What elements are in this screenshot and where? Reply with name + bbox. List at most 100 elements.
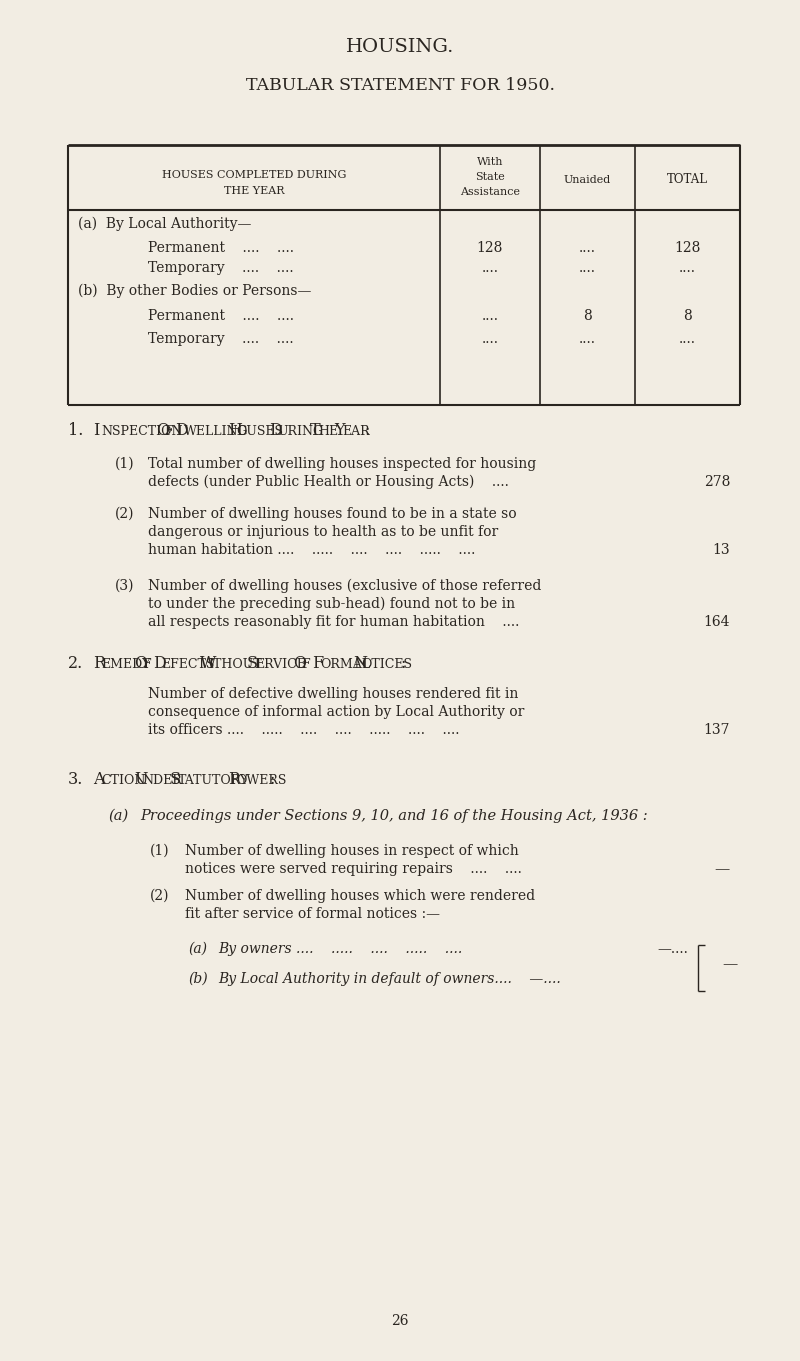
Text: Number of dwelling houses in respect of which: Number of dwelling houses in respect of … [185,844,518,857]
Text: T: T [310,422,321,440]
Text: D: D [153,655,166,672]
Text: 137: 137 [703,723,730,738]
Text: (b): (b) [188,972,208,985]
Text: Proceedings under Sections 9, 10, and 16 of the Housing Act, 1936 :: Proceedings under Sections 9, 10, and 16… [140,808,648,823]
Text: —: — [722,957,738,970]
Text: F: F [302,657,310,671]
Text: Unaided: Unaided [563,176,610,185]
Text: F: F [165,425,174,438]
Text: (3): (3) [115,578,134,593]
Text: OUSES: OUSES [236,425,283,438]
Text: ....: .... [482,261,498,275]
Text: WELLING: WELLING [184,425,248,438]
Text: ....: .... [482,309,498,323]
Text: fit after service of formal notices :—: fit after service of formal notices :— [185,906,440,921]
Text: (a): (a) [188,942,207,955]
Text: F: F [142,657,151,671]
Text: URING: URING [277,425,323,438]
Text: ITHOUT: ITHOUT [208,657,262,671]
Text: O: O [294,655,306,672]
Text: HE: HE [318,425,338,438]
Text: D: D [175,422,188,440]
Text: 13: 13 [712,543,730,557]
Text: —....: —.... [657,942,688,955]
Text: consequence of informal action by Local Authority or: consequence of informal action by Local … [148,705,524,719]
Text: Temporary    ....    ....: Temporary .... .... [148,261,294,275]
Text: 1.: 1. [68,422,83,440]
Text: U: U [134,770,148,788]
Text: THE YEAR: THE YEAR [224,186,284,196]
Text: OWERS: OWERS [236,774,286,787]
Text: W: W [200,655,216,672]
Text: EMEDY: EMEDY [102,657,150,671]
Text: Assistance: Assistance [460,186,520,197]
Text: 3.: 3. [68,770,83,788]
Text: 2.: 2. [68,655,83,672]
Text: Number of defective dwelling houses rendered fit in: Number of defective dwelling houses rend… [148,687,518,701]
Text: to under the preceding sub-head) found not to be in: to under the preceding sub-head) found n… [148,596,515,611]
Text: S: S [170,770,181,788]
Text: OTICES: OTICES [362,657,413,671]
Text: R: R [93,655,105,672]
Text: —: — [714,862,730,876]
Text: F: F [312,655,323,672]
Text: (2): (2) [115,508,134,521]
Text: With: With [477,157,503,167]
Text: (1): (1) [150,844,170,857]
Text: 8: 8 [682,309,691,323]
Text: EFECTS: EFECTS [162,657,214,671]
Text: 278: 278 [704,475,730,489]
Text: 128: 128 [477,241,503,255]
Text: State: State [475,171,505,182]
Text: Permanent    ....    ....: Permanent .... .... [148,241,294,255]
Text: ....: .... [578,261,595,275]
Text: Permanent    ....    ....: Permanent .... .... [148,309,294,323]
Text: (1): (1) [115,457,134,471]
Text: Number of dwelling houses which were rendered: Number of dwelling houses which were ren… [185,889,535,902]
Text: ....: .... [678,332,695,346]
Text: S: S [246,655,258,672]
Text: By Local Authority in default of owners....    —....: By Local Authority in default of owners.… [218,972,561,985]
Text: (a): (a) [108,808,128,823]
Text: all respects reasonably fit for human habitation    ....: all respects reasonably fit for human ha… [148,615,519,629]
Text: ORMAL: ORMAL [321,657,370,671]
Text: 8: 8 [582,309,591,323]
Text: (a)  By Local Authority—: (a) By Local Authority— [78,216,251,231]
Text: Temporary    ....    ....: Temporary .... .... [148,332,294,346]
Text: dangerous or injurious to health as to be unfit for: dangerous or injurious to health as to b… [148,525,498,539]
Text: TABULAR STATEMENT FOR 1950.: TABULAR STATEMENT FOR 1950. [246,78,554,94]
Text: I: I [93,422,99,440]
Text: H: H [228,422,242,440]
Text: :: : [400,655,406,672]
Text: human habitation ....    .....    ....    ....    .....    ....: human habitation .... ..... .... .... ..… [148,543,475,557]
Text: notices were served requiring repairs    ....    ....: notices were served requiring repairs ..… [185,862,522,876]
Text: ERVICE: ERVICE [255,657,306,671]
Text: P: P [228,770,238,788]
Text: :: : [365,422,370,440]
Text: TATUTORY: TATUTORY [178,774,249,787]
Text: ....: .... [482,332,498,346]
Text: A: A [93,770,105,788]
Text: By owners ....    .....    ....    .....    ....: By owners .... ..... .... ..... .... [218,942,462,955]
Text: D: D [269,422,282,440]
Text: ....: .... [578,241,595,255]
Text: 128: 128 [674,241,700,255]
Text: TOTAL: TOTAL [666,173,707,186]
Text: ....: .... [678,261,695,275]
Text: O: O [157,422,170,440]
Text: (b)  By other Bodies or Persons—: (b) By other Bodies or Persons— [78,283,311,298]
Text: Y: Y [334,422,345,440]
Text: O: O [134,655,147,672]
Text: :: : [269,770,274,788]
Text: NDER: NDER [142,774,182,787]
Text: Number of dwelling houses found to be in a state so: Number of dwelling houses found to be in… [148,508,517,521]
Text: Total number of dwelling houses inspected for housing: Total number of dwelling houses inspecte… [148,457,536,471]
Text: HOUSES COMPLETED DURING: HOUSES COMPLETED DURING [162,170,346,180]
Text: NSPECTION: NSPECTION [102,425,182,438]
Text: EAR: EAR [342,425,370,438]
Text: its officers ....    .....    ....    ....    .....    ....    ....: its officers .... ..... .... .... ..... … [148,723,459,738]
Text: (2): (2) [150,889,170,902]
Text: N: N [354,655,367,672]
Text: Number of dwelling houses (exclusive of those referred: Number of dwelling houses (exclusive of … [148,578,542,593]
Text: ....: .... [578,332,595,346]
